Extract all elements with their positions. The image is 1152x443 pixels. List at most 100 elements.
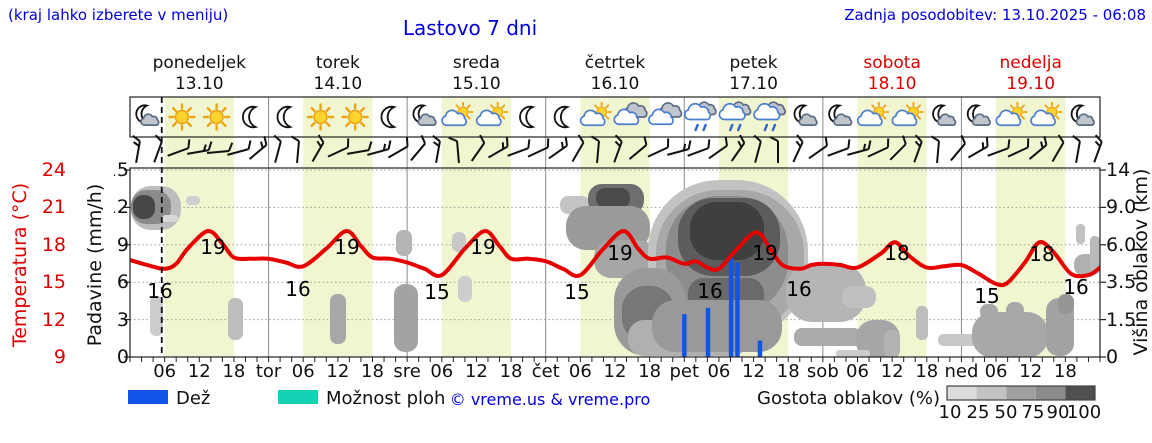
sun-cloud-icon xyxy=(858,101,890,126)
wind-barb xyxy=(808,136,828,160)
rain-bar xyxy=(757,340,763,357)
temp-tick-label: 12 xyxy=(41,308,66,331)
hour-label: 06 xyxy=(291,361,315,382)
moon-cloud-icon xyxy=(968,105,990,125)
wind-barb xyxy=(1051,134,1065,163)
hour-label: 12 xyxy=(880,361,904,382)
wind-barb xyxy=(470,134,486,162)
hour-label: 12 xyxy=(1019,361,1043,382)
daylight-band xyxy=(441,97,512,357)
temp-tick-label: 15 xyxy=(41,271,66,294)
day-date: 17.10 xyxy=(729,74,778,94)
wind-barb xyxy=(367,140,392,156)
sun-icon xyxy=(341,103,369,131)
temperature-value-label: 15 xyxy=(564,280,590,304)
cloud-height-tick-label: 9.0 xyxy=(1106,196,1137,219)
wind-barb xyxy=(206,142,234,154)
page-title: Lastovo 7 dni xyxy=(402,16,538,40)
density-tick-label: 10 xyxy=(938,402,962,423)
wind-barb xyxy=(753,134,762,163)
density-tick-label: 100 xyxy=(1066,402,1102,423)
icon-strip-border xyxy=(129,96,1101,138)
temperature-value-label: 19 xyxy=(752,241,778,265)
wind-barb xyxy=(889,135,907,161)
wind-barb xyxy=(590,135,600,164)
wind-barb xyxy=(1028,135,1048,160)
temperature-value-label: 16 xyxy=(285,277,311,301)
wind-barb xyxy=(769,136,779,163)
day-date: 15.10 xyxy=(452,74,501,94)
density-tick-label: 50 xyxy=(994,402,1018,423)
last-update: Zadnja posodobitev: 13.10.2025 - 06:08 xyxy=(844,6,1146,24)
hour-label: 18 xyxy=(638,361,662,382)
wind-barb xyxy=(327,138,350,158)
cloud-blob xyxy=(836,350,870,357)
cloud-blob xyxy=(162,215,178,222)
density-swatch xyxy=(1035,386,1066,400)
cloud-blob xyxy=(1076,224,1085,244)
wind-barb xyxy=(432,135,441,164)
density-tick-label: 25 xyxy=(966,402,990,423)
hour-label: 18 xyxy=(1053,361,1077,382)
temperature-value-label: 19 xyxy=(607,241,633,265)
cloud-blob xyxy=(566,206,650,250)
cloud-blob xyxy=(794,328,862,346)
hour-label: 06 xyxy=(984,361,1008,382)
wind-barb-row xyxy=(132,134,1103,164)
day-abbrev-label: tor xyxy=(255,361,282,382)
precip-tick-label: 0 xyxy=(116,346,129,368)
temperature-value-label: 19 xyxy=(470,235,496,259)
density-swatch xyxy=(947,386,977,400)
precip-tick-label: 6 xyxy=(116,271,129,294)
cloud-blob xyxy=(186,196,200,205)
cloud-blob xyxy=(396,230,412,256)
wind-barb xyxy=(167,139,191,157)
wind-barb xyxy=(571,134,585,163)
cloud-blob xyxy=(150,296,163,336)
wind-barb xyxy=(708,136,728,160)
moon-icon xyxy=(520,107,533,128)
sun-icon xyxy=(168,103,196,131)
cloud-blob xyxy=(458,276,472,302)
wind-barb xyxy=(448,136,460,164)
rain-bar xyxy=(682,314,687,357)
hour-label: 18 xyxy=(776,361,800,382)
moon-cloud-icon xyxy=(1072,105,1094,125)
cloud-height-tick-label: 0 xyxy=(1106,346,1119,368)
hour-label: 12 xyxy=(464,361,488,382)
wind-barb xyxy=(507,139,531,157)
moon-cloud-icon xyxy=(829,105,851,125)
wind-barb xyxy=(227,140,252,156)
cloud-blob xyxy=(786,264,866,322)
cloud-blob xyxy=(1058,294,1074,314)
hour-label: 06 xyxy=(430,361,454,382)
day-abbrev-label: sob xyxy=(806,361,839,382)
day-abbrev-label: ned xyxy=(944,361,979,382)
density-tick-label: 90 xyxy=(1046,402,1070,423)
moon-cloud-icon xyxy=(933,105,955,125)
wind-barb xyxy=(527,138,550,158)
rain-cloud-icon xyxy=(685,102,716,132)
cloud-blob xyxy=(596,188,630,208)
cloud-blob xyxy=(972,312,1048,357)
cloud-blob xyxy=(1090,236,1100,274)
cloud-blob xyxy=(133,195,155,219)
temperature-value-label: 16 xyxy=(786,277,812,301)
day-date: 18.10 xyxy=(867,74,917,94)
copyright-link[interactable]: © vreme.us & vreme.pro xyxy=(449,390,651,409)
daylight-band xyxy=(857,97,927,357)
moon-cloud-icon xyxy=(136,105,158,125)
showers-legend-swatch xyxy=(278,390,318,404)
density-swatch xyxy=(1065,386,1095,400)
hour-label: 06 xyxy=(568,361,592,382)
clouds-icon xyxy=(614,103,647,124)
temp-tick-label: 24 xyxy=(41,159,66,181)
precipitation-axis-label: Padavine (mm/h) xyxy=(84,183,106,347)
moon-icon xyxy=(381,107,394,128)
wind-barb xyxy=(1093,134,1103,163)
temperature-value-label: 18 xyxy=(884,241,910,265)
precip-tick-label: 3 xyxy=(116,308,129,331)
day-name: ponedeljek xyxy=(152,53,246,73)
moon-cloud-icon xyxy=(794,105,816,125)
wind-barb xyxy=(930,135,940,164)
